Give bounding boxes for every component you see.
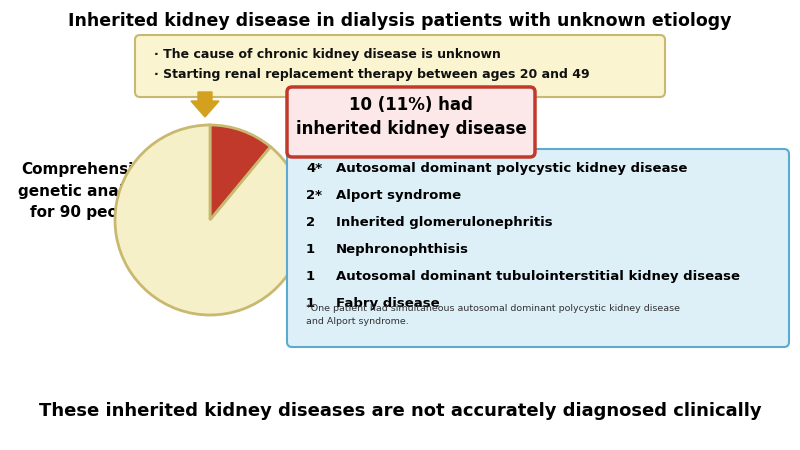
- Text: Autosomal dominant polycystic kidney disease: Autosomal dominant polycystic kidney dis…: [336, 162, 687, 175]
- Text: · Starting renal replacement therapy between ages 20 and 49: · Starting renal replacement therapy bet…: [154, 68, 590, 81]
- Text: 1: 1: [306, 270, 315, 283]
- FancyBboxPatch shape: [287, 87, 535, 157]
- Text: · The cause of chronic kidney disease is unknown: · The cause of chronic kidney disease is…: [154, 48, 501, 61]
- Text: Inherited glomerulonephritis: Inherited glomerulonephritis: [336, 216, 553, 229]
- Text: 2: 2: [306, 216, 315, 229]
- Text: Autosomal dominant tubulointerstitial kidney disease: Autosomal dominant tubulointerstitial ki…: [336, 270, 740, 283]
- Text: 1: 1: [306, 297, 315, 310]
- Text: and Alport syndrome.: and Alport syndrome.: [306, 317, 409, 326]
- Text: Alport syndrome: Alport syndrome: [336, 189, 461, 202]
- Wedge shape: [115, 125, 305, 315]
- Text: Nephronophthisis: Nephronophthisis: [336, 243, 469, 256]
- Wedge shape: [210, 125, 270, 220]
- Text: *One patient had simultaneous autosomal dominant polycystic kidney disease: *One patient had simultaneous autosomal …: [306, 304, 680, 313]
- Text: 2*: 2*: [306, 189, 322, 202]
- FancyBboxPatch shape: [135, 35, 665, 97]
- FancyBboxPatch shape: [287, 149, 789, 347]
- Text: 4*: 4*: [306, 162, 322, 175]
- Text: Inherited kidney disease in dialysis patients with unknown etiology: Inherited kidney disease in dialysis pat…: [68, 12, 732, 30]
- Text: 10 (11%) had
inherited kidney disease: 10 (11%) had inherited kidney disease: [296, 96, 526, 138]
- Text: These inherited kidney diseases are not accurately diagnosed clinically: These inherited kidney diseases are not …: [38, 402, 762, 420]
- FancyArrow shape: [191, 92, 219, 117]
- Text: Comprehensive
genetic analysis
for 90 people: Comprehensive genetic analysis for 90 pe…: [18, 162, 157, 220]
- Text: 1: 1: [306, 243, 315, 256]
- Text: Fabry disease: Fabry disease: [336, 297, 440, 310]
